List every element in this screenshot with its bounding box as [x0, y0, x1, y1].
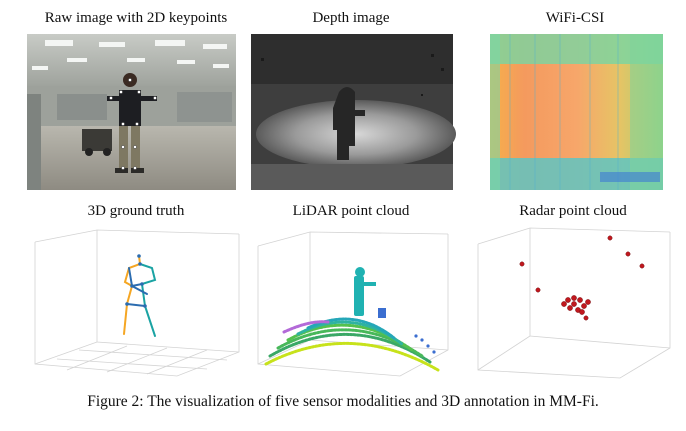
panel-title-raw-image: Raw image with 2D keypoints: [44, 10, 228, 26]
figure-caption: Figure 2: The visualization of five sens…: [87, 393, 599, 410]
raw-image: [27, 34, 236, 190]
depth-image: [251, 34, 456, 190]
panel-title-depth-image: Depth image: [312, 10, 390, 26]
wifi-csi-heatmap: [490, 34, 663, 190]
panel-title-radar: Radar point cloud: [519, 203, 627, 219]
ground-truth-3d-plot: [34, 229, 240, 377]
panel-title-3d-ground-truth: 3D ground truth: [87, 203, 185, 219]
panel-title-lidar: LiDAR point cloud: [292, 203, 410, 219]
lidar-point-cloud-plot: [257, 231, 449, 377]
radar-point-cloud-plot: [477, 227, 671, 379]
panel-title-wifi-csi: WiFi-CSI: [545, 10, 605, 26]
